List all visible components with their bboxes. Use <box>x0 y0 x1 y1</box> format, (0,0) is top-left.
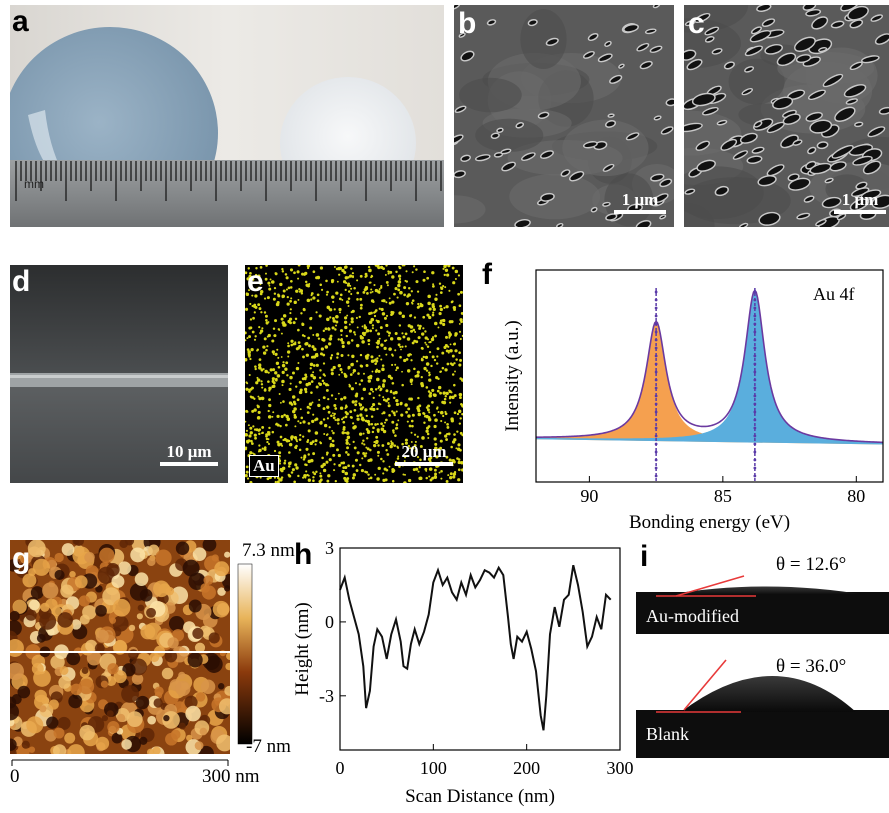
top-sample-label: Au-modified <box>646 606 739 626</box>
height-x-tick-300: 300 <box>607 758 634 778</box>
panel-b-sem: b 1 μm <box>454 5 674 227</box>
height-y-axis-label: Height (nm) <box>292 602 313 695</box>
panel-e-eds-map: e Au 20 μm <box>245 265 463 483</box>
afm-x-start-label: 0 <box>10 766 20 787</box>
panel-label-g: g <box>12 542 31 575</box>
panel-h-chart: h 0 100 200 300 3 0 -3 Scan Distance (nm) Height… <box>290 538 635 808</box>
contact-angle-images <box>636 575 889 758</box>
scale-bar-e-label: 20 μm <box>401 442 447 461</box>
panel-a-photo: mm a <box>10 5 444 227</box>
afm-x-end-label: 300 nm <box>202 766 260 787</box>
ruler-unit-label: mm <box>24 177 44 191</box>
ruler <box>10 160 444 227</box>
panel-d-sem: d 10 μm <box>10 265 228 483</box>
panel-label-d: d <box>12 265 31 298</box>
xps-y-axis-label: Intensity (a.u.) <box>502 320 523 431</box>
colorbar-min-label: -7 nm <box>246 736 291 757</box>
height-y-tick-1: 0 <box>325 612 334 632</box>
xps-x-tick-90: 90 <box>580 486 598 506</box>
xps-x-tick-80: 80 <box>847 486 865 506</box>
scale-bar-d-label: 10 μm <box>166 442 212 461</box>
eds-element-label: Au <box>249 455 279 477</box>
scale-bar-b-label: 1 μm <box>621 190 659 209</box>
panel-label-c: c <box>688 7 705 40</box>
sem-image-d <box>10 265 228 483</box>
scale-bar-c-label: 1 μm <box>841 190 879 209</box>
height-profile-line <box>339 564 612 731</box>
top-angle-label: θ = 12.6° <box>776 554 847 575</box>
xps-chart: 90 85 80 Bonding energy (eV) Intensity (a.u.… <box>502 269 884 533</box>
height-x-tick-0: 0 <box>336 758 345 778</box>
panel-label-a: a <box>12 5 29 38</box>
scale-bar-b: 1 μm <box>614 191 666 214</box>
xps-x-axis-label: Bonding energy (eV) <box>629 512 790 533</box>
height-x-tick-100: 100 <box>420 758 447 778</box>
panel-f-chart: f 90 85 80 Bonding energy (eV) Intensity (a.… <box>478 260 889 535</box>
afm-image <box>10 540 253 766</box>
panel-c-sem: c 1 μm <box>684 5 889 227</box>
panel-label-e: e <box>247 265 264 298</box>
panel-g-afm: g 7.3 nm -7 nm 0 300 nm <box>10 540 300 808</box>
height-profile-chart: 0 100 200 300 3 0 -3 Scan Distance (nm) Height (… <box>292 538 634 807</box>
bottom-sample-label: Blank <box>646 724 689 744</box>
height-x-axis-label: Scan Distance (nm) <box>405 786 555 807</box>
sem-image-c <box>684 5 889 227</box>
height-y-tick-2: -3 <box>319 686 334 706</box>
height-x-tick-200: 200 <box>513 758 540 778</box>
panel-label-f: f <box>482 258 492 291</box>
panel-label-h: h <box>294 538 313 571</box>
bottom-angle-label: θ = 36.0° <box>776 656 847 677</box>
height-y-tick-0: 3 <box>325 538 334 558</box>
colorbar-max-label: 7.3 nm <box>242 540 295 561</box>
xps-peak-2 <box>535 291 884 445</box>
membrane-photo <box>10 5 444 227</box>
xps-annotation: Au 4f <box>813 284 855 304</box>
scale-bar-c: 1 μm <box>834 191 886 214</box>
xps-envelope <box>535 289 884 444</box>
scale-bar-e: 20 μm <box>395 443 453 466</box>
panel-i-contact-angle: i θ = 12.6° Au-modified θ = 36.0° Blank <box>636 540 889 808</box>
xps-axes-frame <box>535 269 884 483</box>
height-axes-frame <box>339 547 621 751</box>
scale-bar-d: 10 μm <box>160 443 218 466</box>
panel-label-i: i <box>640 540 649 573</box>
afm-colorbar <box>237 563 253 745</box>
eds-map-au <box>245 265 463 483</box>
panel-label-b: b <box>458 7 477 40</box>
xps-x-tick-85: 85 <box>714 486 732 506</box>
